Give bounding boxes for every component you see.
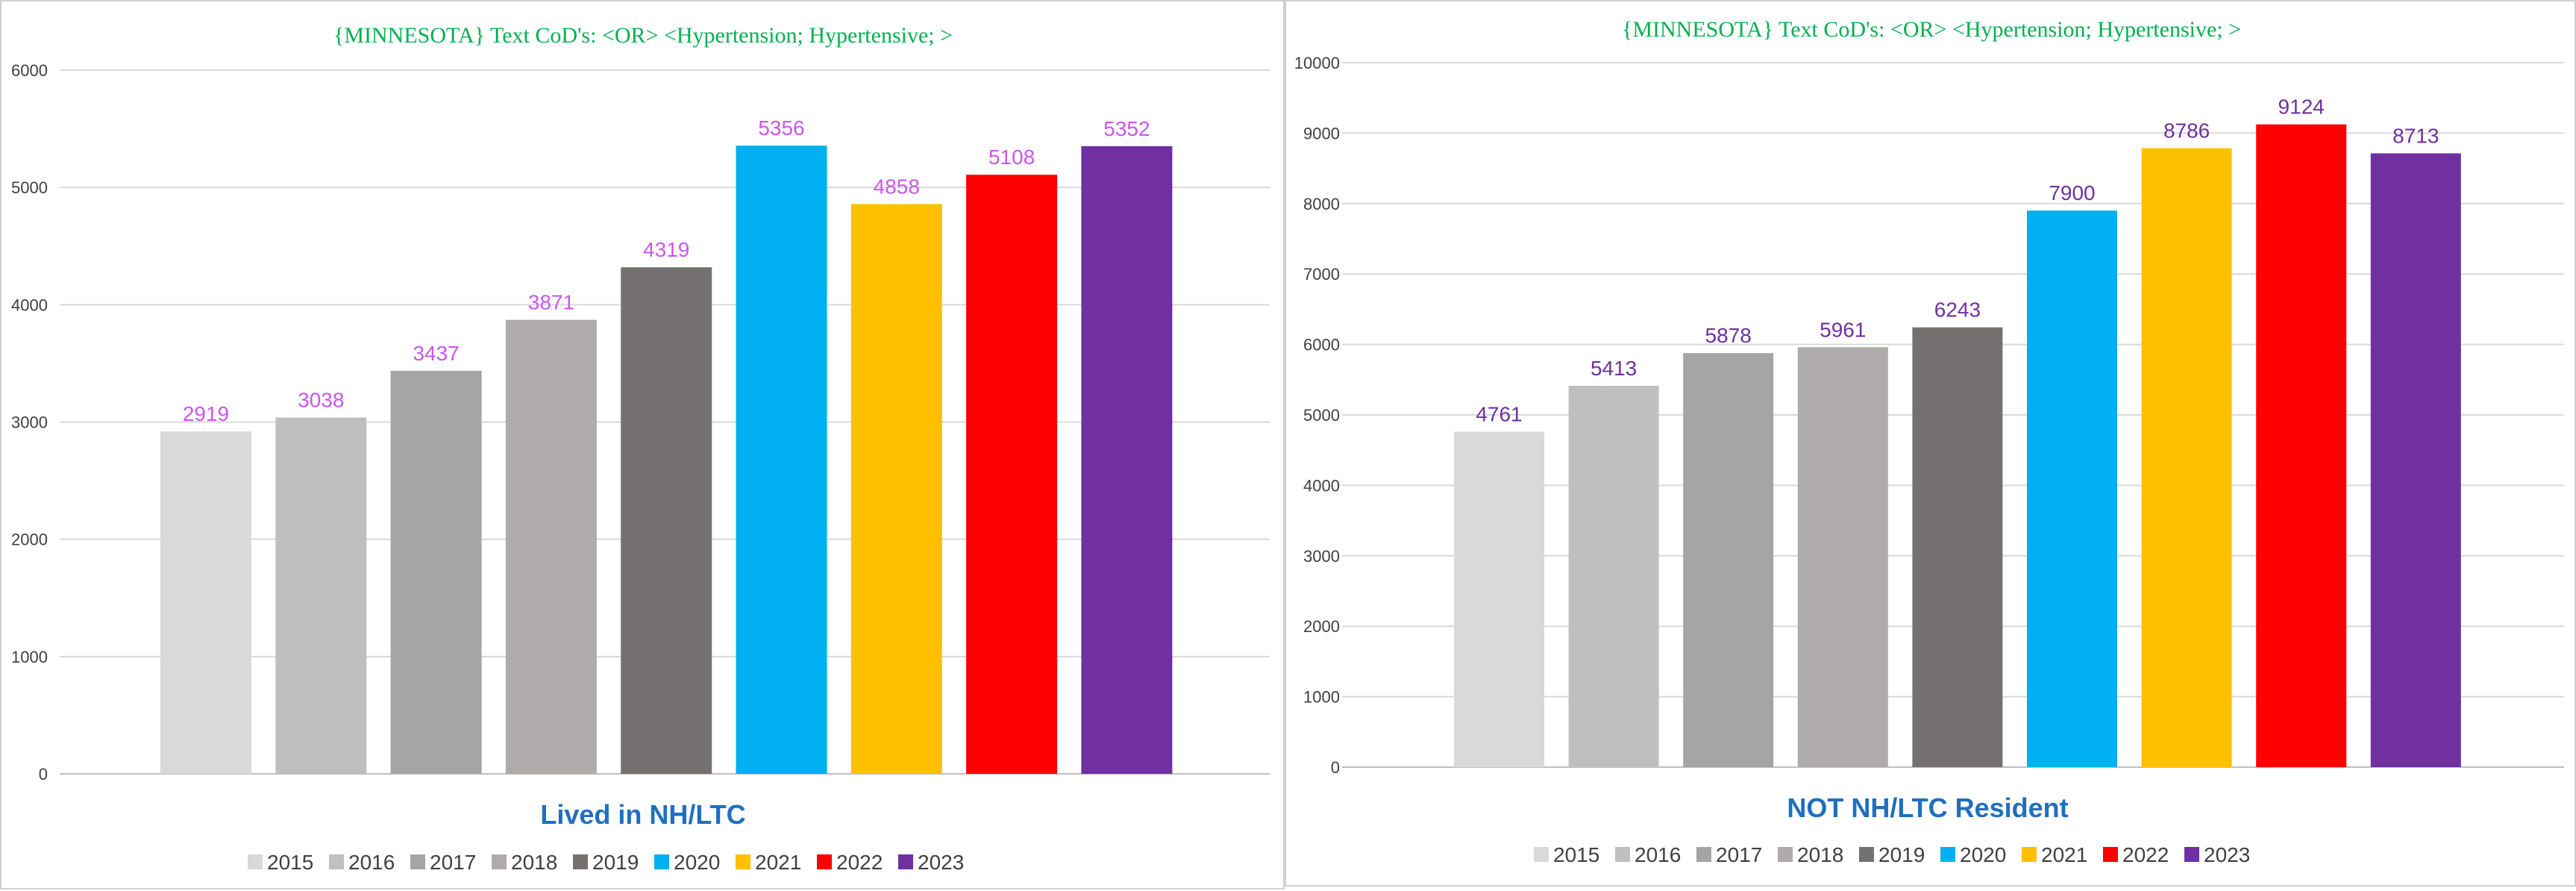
legend-label-2018: 2018 [511,851,557,874]
legend-label-2017: 2017 [1716,843,1762,866]
legend-label-2020: 2020 [1960,843,2006,866]
y-tick-label: 2000 [11,531,48,549]
bar-2017 [1683,353,1774,767]
y-tick-label: 7000 [1303,265,1340,284]
bar-2019 [1912,327,2003,768]
legend-label-2021: 2021 [755,851,801,874]
data-label-2015: 4761 [1476,403,1522,426]
legend-swatch-2017 [410,854,425,869]
y-tick-label: 6000 [11,61,48,80]
legend-swatch-2022 [817,854,832,869]
legend-label-2019: 2019 [1878,843,1925,866]
legend-label-2023: 2023 [918,851,964,874]
bar-2019 [621,267,712,775]
data-label-2016: 5413 [1591,357,1637,380]
chart-panel-nh-ltc: {MINNESOTA} Text CoD's: <OR> <Hypertensi… [0,0,1285,890]
y-tick-label: 10000 [1294,54,1340,72]
legend-swatch-2019 [1859,847,1874,862]
bar-2022 [966,175,1058,774]
legend-label-2022: 2022 [2122,843,2169,866]
data-label-2018: 3871 [528,291,574,314]
data-label-2019: 6243 [1934,298,1981,322]
legend-swatch-2019 [573,854,588,869]
legend-swatch-2020 [1940,847,1955,862]
bar-2016 [1568,386,1659,767]
legend-label-2017: 2017 [430,851,476,874]
y-tick-label: 5000 [1303,406,1340,425]
chart-panel-not-nh-ltc: {MINNESOTA} Text CoD's: <OR> <Hypertensi… [1285,0,2576,887]
legend-swatch-2020 [654,854,669,869]
legend-swatch-2018 [1778,847,1793,862]
legend-swatch-2023 [2184,847,2199,862]
legend-label-2015: 2015 [1553,843,1599,866]
bar-2020 [2027,210,2117,767]
bar-2023 [1081,146,1173,774]
y-tick-label: 8000 [1303,195,1340,213]
y-tick-label: 0 [39,765,48,784]
legend-label-2023: 2023 [2204,843,2250,866]
bar-2015 [1454,431,1544,767]
y-tick-label: 4000 [11,296,48,314]
y-tick-label: 3000 [11,413,48,432]
x-axis-title: Lived in NH/LTC [540,799,745,830]
y-tick-label: 1000 [1303,688,1340,707]
legend-swatch-2016 [329,854,344,869]
legend-label-2020: 2020 [674,851,720,874]
bar-2017 [390,370,482,774]
chart-svg-nh-ltc: {MINNESOTA} Text CoD's: <OR> <Hypertensi… [11,23,1270,874]
legend-label-2015: 2015 [267,851,313,874]
legend-swatch-2022 [2103,847,2118,862]
data-label-2018: 5961 [1820,318,1866,341]
legend-label-2018: 2018 [1797,843,1843,866]
data-label-2020: 7900 [2049,181,2095,204]
legend-swatch-2023 [898,854,913,869]
data-label-2019: 4319 [643,238,689,261]
data-label-2020: 5356 [758,116,804,140]
bar-2020 [736,146,827,774]
chart-title: {MINNESOTA} Text CoD's: <OR> <Hypertensi… [333,23,953,48]
y-tick-label: 2000 [1303,617,1340,636]
legend-swatch-2021 [2022,847,2037,862]
legend-swatch-2017 [1696,847,1711,862]
bar-2016 [275,417,367,774]
legend-label-2016: 2016 [348,851,395,874]
legend-swatch-2021 [736,854,750,869]
data-label-2016: 3038 [298,389,344,412]
bar-2021 [850,204,942,774]
data-label-2021: 4858 [874,175,920,198]
data-label-2022: 5108 [988,146,1035,169]
y-tick-label: 3000 [1303,547,1340,566]
legend-swatch-2016 [1615,847,1630,862]
bar-2015 [160,431,251,774]
data-label-2022: 9124 [2278,96,2325,119]
data-label-2023: 5352 [1103,117,1150,140]
chart-svg-not-nh-ltc: {MINNESOTA} Text CoD's: <OR> <Hypertensi… [1294,17,2564,866]
legend-swatch-2015 [248,854,263,869]
bar-2018 [1797,347,1888,767]
bar-2018 [505,319,597,775]
legend-swatch-2018 [492,854,507,869]
y-tick-label: 6000 [1303,336,1340,354]
data-label-2017: 3437 [413,342,459,365]
legend-label-2019: 2019 [592,851,639,874]
data-label-2021: 8786 [2163,119,2210,143]
legend-label-2016: 2016 [1635,843,1681,866]
legend-swatch-2015 [1534,847,1549,862]
legend-label-2021: 2021 [2041,843,2087,866]
chart-title: {MINNESOTA} Text CoD's: <OR> <Hypertensi… [1622,17,2241,42]
y-tick-label: 5000 [11,178,48,197]
y-tick-label: 1000 [11,648,48,666]
bar-2021 [2141,148,2232,768]
data-label-2015: 2919 [183,402,229,425]
y-tick-label: 4000 [1303,476,1340,495]
data-label-2017: 5878 [1705,324,1752,347]
bar-2022 [2256,124,2347,767]
y-tick-label: 9000 [1303,124,1340,143]
y-tick-label: 0 [1331,758,1340,777]
legend-label-2022: 2022 [836,851,883,874]
data-label-2023: 8713 [2392,124,2439,147]
x-axis-title: NOT NH/LTC Resident [1787,792,2068,823]
bar-2023 [2370,153,2461,767]
